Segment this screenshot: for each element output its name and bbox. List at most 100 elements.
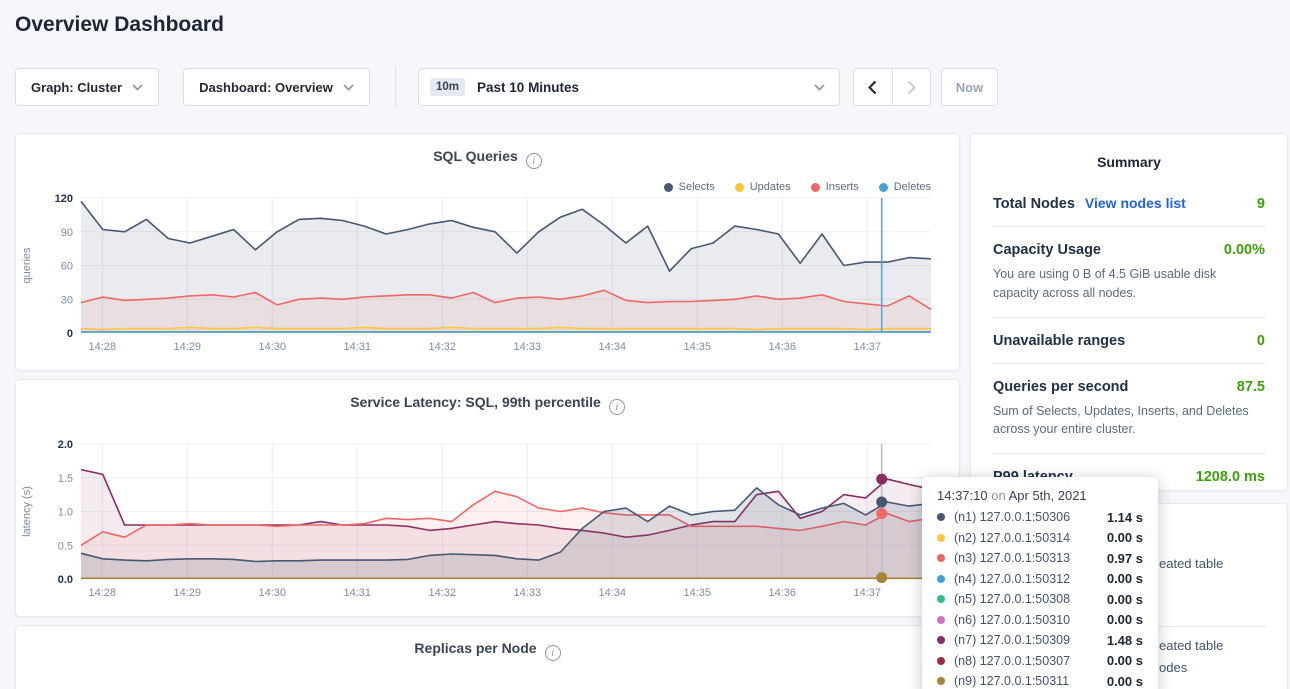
tooltip-node-value: 0.00 s: [1106, 571, 1143, 587]
graph-dropdown[interactable]: Graph: Cluster: [15, 68, 159, 106]
event-row[interactable]: eated table: [1159, 638, 1224, 653]
svg-text:14:33: 14:33: [513, 341, 541, 353]
tooltip-node-label: (n6) 127.0.0.1:50310: [954, 612, 1071, 627]
svg-text:2.0: 2.0: [58, 439, 73, 451]
svg-text:14:35: 14:35: [683, 587, 711, 599]
summary-panel: Summary Total Nodes View nodes list 9 Capac…: [970, 133, 1288, 491]
chevron-down-icon: [132, 83, 143, 91]
tooltip-timestamp: 14:37:10 on Apr 5th, 2021: [937, 488, 1087, 503]
node-series-dot-icon: [937, 554, 945, 563]
svg-text:120: 120: [55, 193, 73, 205]
page-title: Overview Dashboard: [15, 13, 224, 36]
tooltip-row: (n9) 127.0.0.1:50311 0.00 s: [937, 671, 1143, 689]
summary-value: 9: [1256, 196, 1265, 212]
dashboard-dropdown-label: Dashboard: Overview: [199, 79, 333, 95]
legend-label: Selects: [678, 181, 715, 193]
summary-value: 0: [1256, 332, 1265, 349]
service-latency-chart[interactable]: 14:28 14:29 14:30 14:31 14:32 14:33 14:34 14:35…: [16, 436, 961, 614]
info-icon[interactable]: i: [608, 399, 625, 415]
now-button[interactable]: Now: [941, 68, 998, 106]
summary-description: Sum of Selects, Updates, Inserts, and De…: [993, 403, 1249, 437]
event-row[interactable]: odes: [1159, 660, 1188, 675]
summary-label: Total Nodes: [993, 196, 1075, 212]
time-range-label: Past 10 Minutes: [477, 79, 580, 95]
node-series-dot-icon: [937, 533, 945, 542]
node-series-dot-icon: [937, 636, 945, 645]
view-nodes-list-link[interactable]: View nodes list: [1084, 195, 1186, 211]
legend-item-selects[interactable]: Selects: [663, 181, 715, 193]
tooltip-node-label: (n2) 127.0.0.1:50314: [954, 530, 1071, 545]
legend-label: Updates: [749, 181, 791, 193]
tooltip-row: (n1) 127.0.0.1:50306 1.14 s: [937, 507, 1143, 528]
chevron-down-icon: [814, 83, 825, 91]
svg-text:60: 60: [61, 261, 73, 273]
summary-rows: Total Nodes View nodes list 9 Capacity Usag…: [993, 180, 1265, 499]
svg-text:0: 0: [67, 328, 73, 340]
svg-text:14:36: 14:36: [768, 587, 796, 599]
summary-row: Queries per second 87.5 Sum of Selects, Up…: [993, 362, 1265, 454]
replicas-per-node-title: Replicas per Node: [414, 640, 537, 656]
svg-text:0.0: 0.0: [58, 574, 73, 586]
tooltip-node-label: (n9) 127.0.0.1:50311: [954, 674, 1070, 689]
sql-queries-panel: SQL Queries i Selects Updates Inserts Delete…: [15, 133, 960, 371]
svg-text:90: 90: [61, 227, 73, 239]
tooltip-node-label: (n5) 127.0.0.1:50308: [954, 592, 1071, 607]
summary-row: Unavailable ranges 0: [993, 316, 1265, 363]
tooltip-node-label: (n1) 127.0.0.1:50306: [954, 510, 1071, 525]
node-series-dot-icon: [937, 677, 945, 686]
chart-title: Replicas per Node i: [16, 640, 959, 661]
tooltip-row: (n7) 127.0.0.1:50309 1.48 s: [937, 630, 1143, 651]
summary-row: Capacity Usage 0.00% You are using 0 B of …: [993, 226, 1265, 317]
prev-range-button[interactable]: [854, 69, 893, 105]
service-latency-panel: Service Latency: SQL, 99th percentile i 1…: [15, 379, 960, 617]
graph-dropdown-label: Graph: Cluster: [30, 79, 122, 95]
summary-label: Unavailable ranges: [993, 332, 1126, 349]
summary-description: You are using 0 B of 4.5 GiB usable disk…: [993, 267, 1217, 300]
svg-text:0.5: 0.5: [58, 540, 73, 552]
tooltip-row: (n2) 127.0.0.1:50314 0.00 s: [937, 528, 1143, 549]
svg-text:1.5: 1.5: [58, 473, 73, 485]
info-icon[interactable]: i: [544, 645, 561, 661]
tooltip-node-value: 0.00 s: [1106, 673, 1143, 689]
svg-text:14:36: 14:36: [768, 341, 796, 353]
svg-text:14:28: 14:28: [88, 341, 116, 353]
svg-text:latency (s): latency (s): [21, 486, 33, 537]
legend-dot-icon: [663, 182, 673, 192]
time-range-badge: 10m: [430, 78, 466, 96]
tooltip-row: (n6) 127.0.0.1:50310 0.00 s: [937, 610, 1143, 631]
svg-text:14:31: 14:31: [343, 341, 371, 353]
tooltip-node-label: (n3) 127.0.0.1:50313: [954, 551, 1071, 566]
legend-item-inserts[interactable]: Inserts: [810, 181, 859, 193]
time-range-dropdown[interactable]: 10m Past 10 Minutes: [418, 68, 840, 106]
svg-text:14:33: 14:33: [513, 587, 541, 599]
legend-item-deletes[interactable]: Deletes: [878, 181, 931, 193]
legend-item-updates[interactable]: Updates: [734, 181, 791, 193]
svg-text:14:30: 14:30: [258, 341, 286, 353]
tooltip-node-value: 0.00 s: [1106, 591, 1143, 607]
info-icon[interactable]: i: [525, 153, 542, 169]
next-range-button[interactable]: [893, 69, 931, 105]
chevron-down-icon: [343, 83, 354, 91]
chevron-left-icon: [868, 80, 877, 94]
tooltip-node-value: 0.00 s: [1106, 653, 1143, 669]
node-series-dot-icon: [937, 595, 945, 604]
svg-text:14:29: 14:29: [173, 587, 201, 599]
summary-row: Total Nodes View nodes list 9: [993, 180, 1265, 226]
event-row[interactable]: eated table: [1159, 556, 1224, 571]
chart-title: Service Latency: SQL, 99th percentile i: [16, 394, 959, 415]
svg-text:queries: queries: [21, 247, 33, 284]
dashboard-dropdown[interactable]: Dashboard: Overview: [183, 68, 370, 106]
chevron-right-icon: [907, 80, 916, 94]
replicas-per-node-panel: Replicas per Node i: [15, 625, 960, 689]
svg-text:14:29: 14:29: [173, 341, 201, 353]
svg-text:14:37: 14:37: [853, 341, 881, 353]
tooltip-node-label: (n7) 127.0.0.1:50309: [954, 633, 1071, 648]
tooltip-row: (n3) 127.0.0.1:50313 0.97 s: [937, 548, 1143, 569]
svg-text:14:31: 14:31: [343, 587, 371, 599]
sql-queries-chart[interactable]: 14:28 14:29 14:30 14:31 14:32 14:33 14:34 14:35…: [16, 190, 961, 368]
service-latency-title: Service Latency: SQL, 99th percentile: [350, 394, 601, 410]
tooltip-node-value: 1.14 s: [1106, 509, 1143, 525]
tooltip-node-value: 0.00 s: [1106, 530, 1143, 546]
svg-text:14:28: 14:28: [88, 587, 116, 599]
node-series-dot-icon: [937, 656, 945, 665]
